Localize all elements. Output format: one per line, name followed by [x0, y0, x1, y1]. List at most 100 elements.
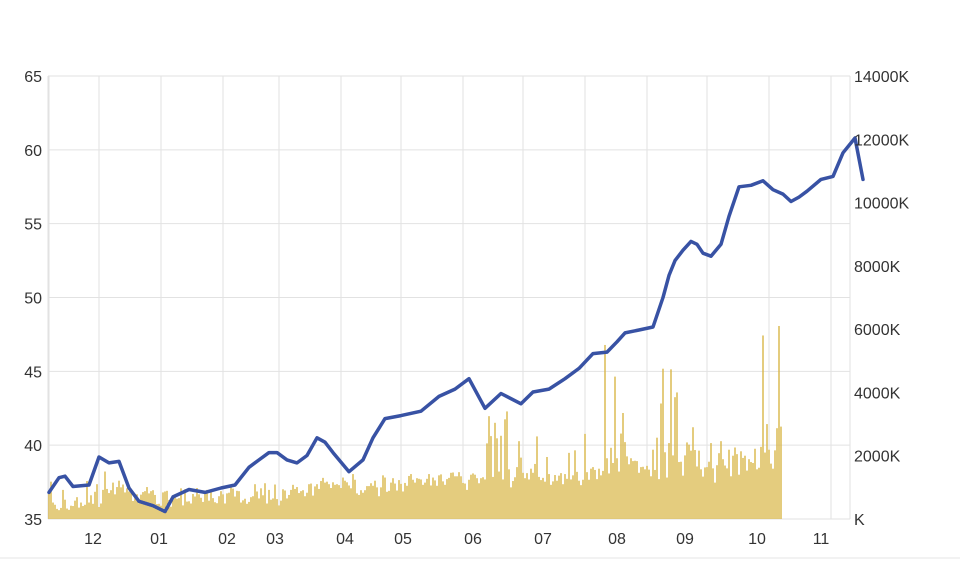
volume-bar	[590, 468, 592, 519]
volume-bar	[554, 475, 556, 519]
volume-bar	[296, 487, 298, 519]
volume-bar	[518, 441, 520, 519]
volume-bar	[258, 498, 260, 519]
volume-bar	[646, 465, 648, 519]
volume-bar	[366, 486, 368, 519]
volume-bar	[610, 447, 612, 519]
volume-bar	[56, 508, 58, 519]
volume-bar	[104, 471, 106, 519]
volume-bar	[212, 498, 214, 519]
volume-bar	[390, 482, 392, 519]
volume-bar	[600, 475, 602, 519]
volume-bar	[576, 471, 578, 519]
y-right-tick-label: 2000K	[854, 449, 901, 466]
volume-bar	[524, 478, 526, 519]
volume-bar	[426, 478, 428, 519]
volume-bar	[644, 469, 646, 519]
volume-bar	[226, 493, 228, 519]
y-left-tick-label: 50	[24, 291, 42, 308]
volume-bar	[706, 467, 708, 519]
volume-bar	[636, 461, 638, 519]
volume-bar	[408, 475, 410, 519]
volume-bar	[756, 469, 758, 519]
volume-bar	[618, 471, 620, 519]
volume-bar	[658, 479, 660, 519]
volume-bar	[164, 491, 166, 519]
volume-bar	[626, 456, 628, 519]
volume-bar	[612, 462, 614, 519]
price-line	[47, 136, 865, 514]
volume-bar	[614, 376, 616, 519]
volume-bar	[458, 472, 460, 519]
y-left-tick-label: 35	[24, 512, 42, 529]
x-tick-label: 03	[266, 531, 284, 548]
volume-bar	[430, 485, 432, 519]
volume-bar	[330, 487, 332, 519]
volume-bar	[422, 484, 424, 519]
volume-bar	[342, 477, 344, 519]
volume-bar	[738, 474, 740, 519]
volume-bar	[530, 468, 532, 519]
volume-bar	[128, 491, 130, 519]
volume-bar	[114, 494, 116, 519]
volume-bar	[696, 466, 698, 519]
volume-bar	[688, 444, 690, 519]
x-tick-label: 08	[608, 531, 626, 548]
volume-bar	[546, 456, 548, 519]
volume-bar	[690, 450, 692, 519]
price-line-group	[47, 136, 865, 514]
volume-bar	[350, 488, 352, 519]
volume-bar	[532, 472, 534, 519]
volume-bar	[566, 478, 568, 519]
y-left-tick-label: 60	[24, 143, 42, 160]
volume-bar	[662, 368, 664, 519]
volume-bar	[724, 465, 726, 519]
volume-bar	[52, 502, 54, 519]
volume-bar	[540, 480, 542, 519]
volume-bar	[676, 392, 678, 519]
volume-bar	[580, 485, 582, 519]
volume-bar	[506, 411, 508, 519]
volume-bar	[544, 481, 546, 519]
volume-bar	[58, 510, 60, 519]
volume-bar	[170, 506, 172, 519]
volume-bar	[230, 486, 232, 519]
volume-bar	[168, 500, 170, 519]
volume-bar	[664, 452, 666, 519]
volume-bar	[188, 501, 190, 519]
volume-bar	[360, 490, 362, 519]
volume-bar	[250, 497, 252, 519]
volume-bar	[642, 466, 644, 519]
volume-bar	[78, 507, 80, 519]
volume-bar	[630, 458, 632, 519]
volume-bar	[92, 503, 94, 519]
volume-bar	[766, 424, 768, 519]
volume-bar	[290, 489, 292, 519]
grid	[47, 75, 851, 520]
volume-bar	[386, 491, 388, 519]
volume-bar	[246, 503, 248, 519]
volume-bar	[668, 443, 670, 519]
volume-bar	[420, 479, 422, 519]
volume-bar	[552, 481, 554, 519]
volume-bar	[90, 495, 92, 519]
volume-bar	[68, 509, 70, 519]
volume-bar	[376, 487, 378, 519]
volume-bar	[378, 496, 380, 519]
volume-bar	[196, 487, 198, 519]
volume-bar	[352, 474, 354, 519]
volume-bar	[410, 474, 412, 519]
volume-bar	[536, 436, 538, 519]
volume-bar	[218, 496, 220, 519]
volume-bar	[280, 500, 282, 519]
volume-bar	[560, 473, 562, 519]
volume-bar	[328, 484, 330, 519]
volume-bar	[380, 487, 382, 519]
volume-bar	[776, 428, 778, 519]
volume-bar	[666, 477, 668, 519]
x-tick-label: 12	[84, 531, 102, 548]
y-right-tick-label: 10000K	[854, 196, 909, 213]
volume-bar	[460, 476, 462, 519]
volume-bar	[488, 416, 490, 519]
volume-bar	[288, 494, 290, 519]
